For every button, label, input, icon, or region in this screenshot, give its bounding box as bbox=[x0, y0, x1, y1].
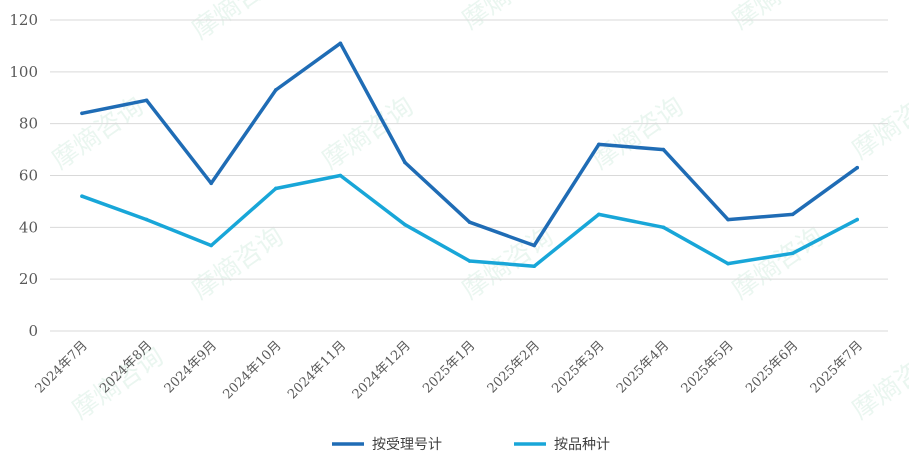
watermark-text: 摩熵咨询 bbox=[457, 0, 559, 36]
x-tick-label: 2024年12月 bbox=[350, 338, 414, 402]
series-2-point bbox=[338, 173, 343, 178]
series-2-point bbox=[80, 194, 84, 199]
series-2-point bbox=[790, 251, 795, 256]
legend: 按受理号计 按品种计 bbox=[332, 437, 610, 453]
x-tick-label: 2024年7月 bbox=[33, 338, 91, 396]
series-1-point bbox=[144, 98, 149, 103]
x-tick-label: 2025年3月 bbox=[549, 338, 607, 396]
series-2-point bbox=[144, 217, 149, 222]
series-2-point bbox=[661, 225, 666, 230]
y-tick-label: 60 bbox=[19, 167, 38, 185]
series-2-point bbox=[403, 222, 407, 227]
x-tick-label: 2024年10月 bbox=[221, 338, 285, 402]
series-2-point bbox=[532, 264, 536, 269]
series-2-point bbox=[274, 186, 278, 191]
series-1-point bbox=[467, 220, 472, 224]
gridlines bbox=[50, 19, 888, 332]
series-1-point bbox=[661, 147, 666, 152]
series-2-point bbox=[597, 212, 601, 217]
series-1-point bbox=[403, 160, 407, 165]
legend-label-1: 按受理号计 bbox=[372, 437, 442, 453]
series-line-1 bbox=[80, 41, 859, 248]
series-1-point bbox=[597, 142, 601, 147]
series-1-point bbox=[80, 111, 84, 116]
y-axis-ticks: 0 20 40 60 80 100 120 bbox=[9, 11, 38, 340]
y-tick-label: 120 bbox=[9, 11, 38, 29]
series-1-point bbox=[532, 243, 536, 248]
series-1-point bbox=[726, 217, 730, 222]
y-tick-label: 80 bbox=[19, 115, 38, 133]
series-2-point bbox=[726, 261, 730, 266]
legend-label-2: 按品种计 bbox=[554, 437, 610, 453]
watermark-text: 摩熵咨询 bbox=[727, 221, 829, 305]
series-1-point bbox=[790, 212, 795, 217]
y-tick-label: 40 bbox=[19, 218, 38, 236]
x-tick-label: 2025年1月 bbox=[420, 338, 478, 396]
watermark-text: 摩熵咨询 bbox=[187, 0, 289, 46]
series-2-point bbox=[209, 243, 213, 248]
x-tick-label: 2025年6月 bbox=[743, 338, 801, 396]
series-2-point bbox=[467, 259, 472, 263]
x-tick-label: 2025年7月 bbox=[808, 338, 866, 396]
series-1-point bbox=[338, 41, 343, 46]
series-1-point bbox=[855, 165, 859, 170]
watermark-text: 摩熵咨询 bbox=[187, 221, 289, 305]
watermark-text: 摩熵咨询 bbox=[727, 0, 829, 36]
x-tick-label: 2025年4月 bbox=[614, 338, 672, 396]
x-tick-label: 2025年5月 bbox=[679, 338, 737, 396]
series-1-point bbox=[274, 88, 278, 92]
y-tick-label: 100 bbox=[9, 63, 38, 81]
series-1-point bbox=[209, 181, 213, 186]
series-2-point bbox=[855, 217, 859, 222]
y-tick-label: 20 bbox=[19, 270, 38, 288]
series-lines bbox=[80, 41, 859, 269]
x-tick-label: 2024年9月 bbox=[162, 338, 220, 396]
x-tick-label: 2025年2月 bbox=[485, 338, 543, 396]
y-tick-label: 0 bbox=[28, 322, 38, 340]
x-tick-label: 2024年11月 bbox=[285, 338, 349, 402]
